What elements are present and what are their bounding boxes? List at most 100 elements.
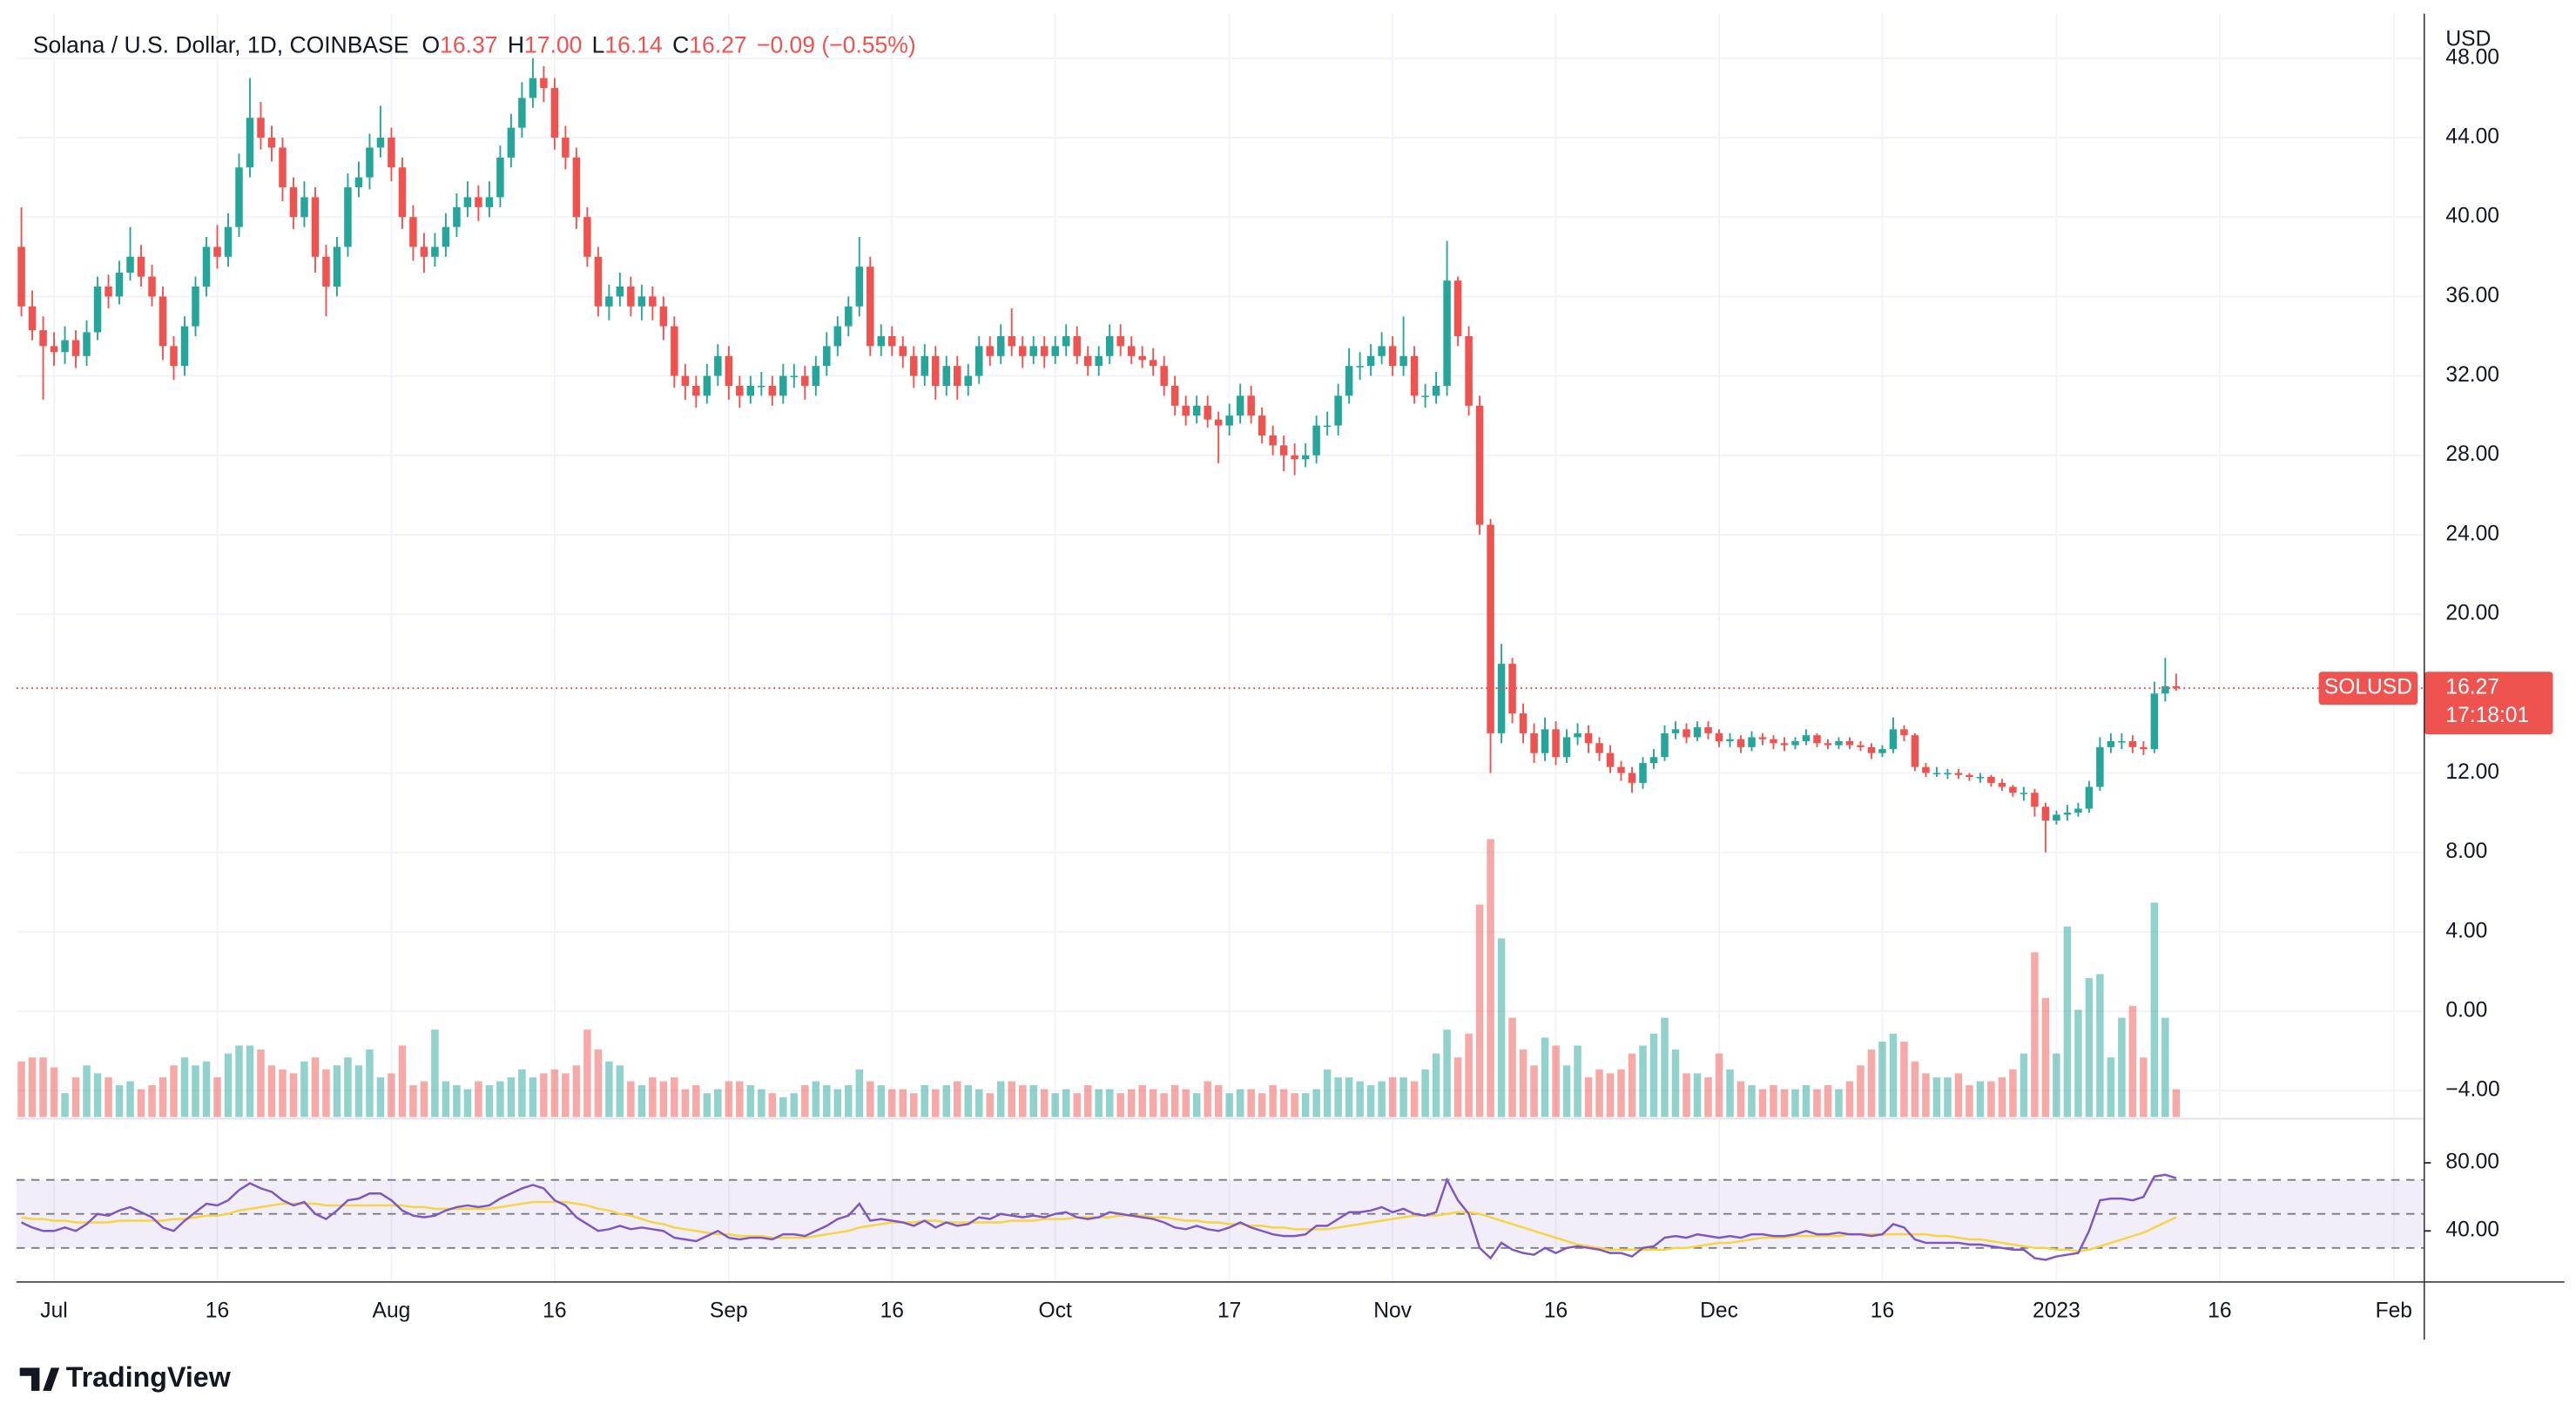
volume-bar	[61, 1093, 69, 1117]
volume-bar	[1116, 1093, 1124, 1117]
candle-body	[224, 226, 233, 257]
volume-bar	[1214, 1085, 1223, 1117]
y-tick-label: 0.00	[2445, 998, 2487, 1022]
volume-bar	[1366, 1085, 1375, 1117]
candle-body	[2053, 814, 2060, 821]
volume-bar	[1682, 1073, 1690, 1117]
volume-bar	[1421, 1069, 1429, 1117]
volume-bar	[388, 1073, 395, 1117]
candle-body	[1944, 773, 1952, 774]
volume-bar	[475, 1081, 482, 1117]
candle-body	[1170, 385, 1179, 406]
volume-bar	[1661, 1017, 1669, 1117]
volume-bar	[2140, 1057, 2148, 1117]
candle-body	[2041, 807, 2050, 821]
volume-bar	[1726, 1069, 1734, 1117]
candle-body	[1770, 739, 1777, 744]
candle-body	[311, 197, 320, 257]
volume-bar	[17, 1061, 25, 1117]
volume-bar	[605, 1061, 613, 1117]
x-tick-label: 17	[1217, 1299, 1241, 1322]
candle-body	[986, 346, 994, 356]
volume-bar	[932, 1089, 940, 1117]
volume-bar	[1715, 1053, 1723, 1117]
candle-body	[2085, 787, 2094, 809]
candle-body	[637, 296, 646, 307]
volume-bar	[2128, 1005, 2137, 1117]
y-tick-label: 36.00	[2445, 284, 2499, 307]
volume-bar	[942, 1085, 951, 1117]
volume-bar	[540, 1073, 548, 1117]
candle-body	[1105, 335, 1114, 356]
volume-bar	[1998, 1077, 2006, 1117]
volume-bar	[1867, 1049, 1876, 1117]
volume-bar	[1312, 1089, 1320, 1117]
volume-bar	[105, 1077, 112, 1117]
volume-bar	[1649, 1033, 1658, 1117]
change: −0.09 (−0.55%)	[757, 31, 916, 57]
candle-body	[932, 355, 940, 386]
volume-bar	[2172, 1089, 2181, 1117]
candle-body	[867, 267, 874, 347]
y-tick-label: 48.00	[2445, 45, 2499, 69]
volume-bar	[954, 1081, 961, 1117]
brand: TradingView	[66, 1361, 232, 1393]
candle-body	[1258, 415, 1266, 435]
candle-body	[1748, 737, 1756, 747]
candle-body	[1584, 733, 1593, 744]
volume-bar	[1541, 1037, 1549, 1117]
volume-bar	[1182, 1089, 1190, 1117]
volume-bar	[1584, 1077, 1593, 1117]
volume-bar	[790, 1093, 799, 1117]
volume-bar	[1160, 1093, 1168, 1117]
candle-body	[954, 366, 961, 386]
volume-bar	[1453, 1057, 1462, 1117]
candle-body	[2009, 787, 2017, 793]
candle-body	[518, 98, 526, 128]
candle-body	[1628, 773, 1636, 783]
volume-bar	[1105, 1089, 1114, 1117]
volume-bar	[1835, 1089, 1843, 1117]
volume-bar	[1410, 1081, 1419, 1117]
candle-body	[1998, 782, 2006, 787]
volume-bar	[1062, 1089, 1070, 1117]
candle-body	[1291, 455, 1298, 460]
candle-body	[1138, 355, 1146, 361]
candle-body	[1160, 366, 1168, 386]
volume-bar	[1900, 1041, 1908, 1117]
candle-body	[485, 197, 494, 207]
candle-body	[1062, 335, 1070, 347]
grid	[16, 13, 2431, 1282]
candle-body	[1922, 766, 1930, 773]
x-tick-label: 16	[1544, 1299, 1568, 1322]
candle-body	[920, 355, 929, 376]
volume-bar	[2085, 977, 2094, 1117]
candle-body	[1432, 385, 1440, 396]
volume-bar	[1519, 1049, 1527, 1117]
volume-bar	[1791, 1089, 1799, 1117]
ohlc-value: 16.14	[604, 31, 662, 57]
volume-bar	[692, 1085, 700, 1117]
volume-bar	[1073, 1093, 1081, 1117]
volume-bar	[170, 1065, 178, 1117]
volume-bar	[714, 1089, 722, 1117]
candle-body	[463, 197, 472, 207]
volume-bar	[1954, 1073, 1963, 1117]
candle-body	[126, 256, 134, 273]
volume-bar	[1922, 1073, 1930, 1117]
volume-bar	[1944, 1077, 1952, 1117]
candle-body	[1824, 743, 1832, 746]
volume-bar	[2096, 974, 2104, 1117]
volume-bar	[485, 1085, 494, 1117]
volume-bar	[637, 1085, 646, 1117]
candle-body	[1225, 415, 1233, 426]
candle-body	[246, 118, 254, 168]
volume-bar	[1857, 1065, 1865, 1117]
volume-bar	[2161, 1017, 2169, 1117]
volume-bar	[1138, 1085, 1146, 1117]
candle-body	[2074, 808, 2082, 814]
x-tick-label: Oct	[1039, 1299, 1072, 1322]
volume-bar	[681, 1089, 690, 1117]
volume-bar	[1008, 1081, 1015, 1117]
candle-body	[1269, 435, 1277, 446]
